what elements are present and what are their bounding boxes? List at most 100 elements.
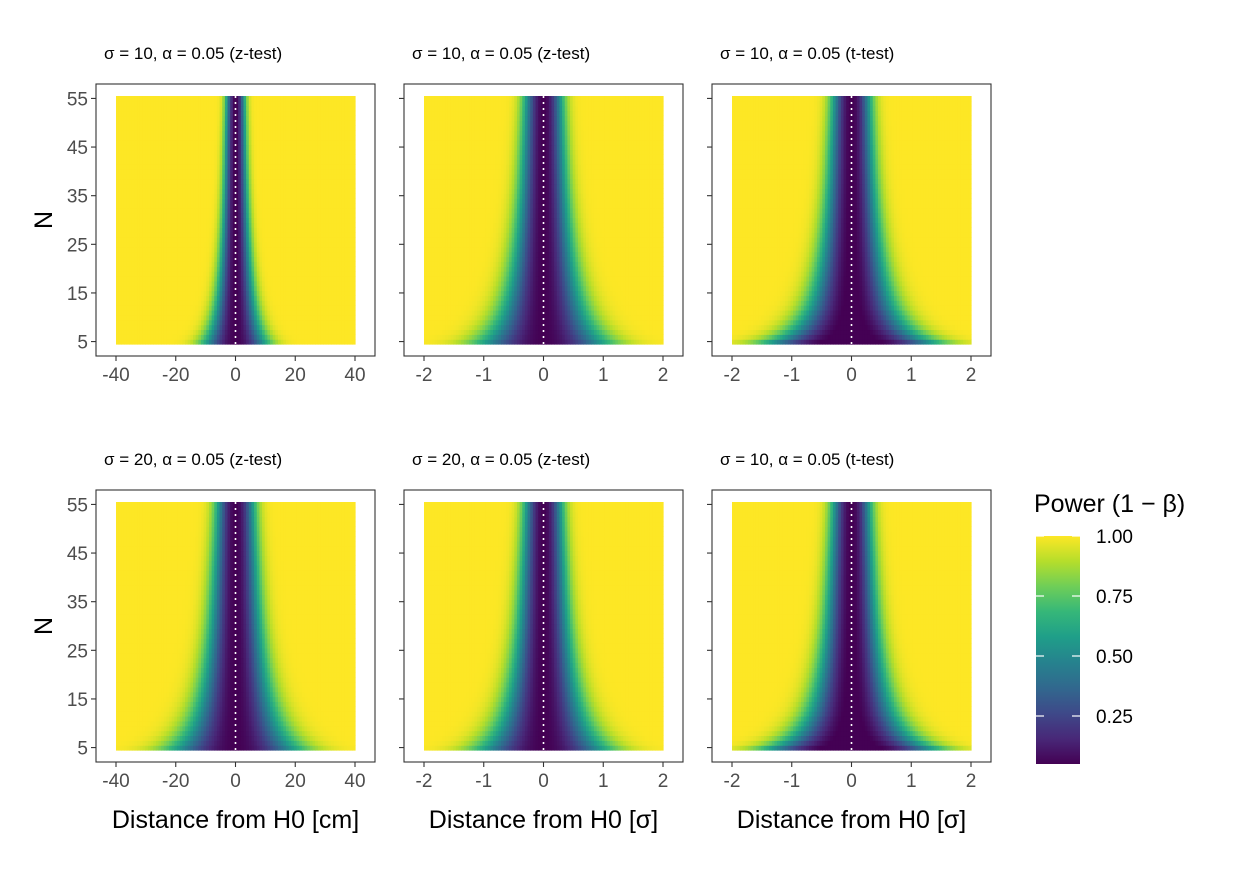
heatmap-cell <box>206 339 210 345</box>
heatmap-cell <box>155 319 160 326</box>
heatmap-cell <box>123 271 128 277</box>
heatmap-cell <box>341 309 345 316</box>
heatmap-cell <box>166 300 170 306</box>
heatmap-cell <box>208 334 213 340</box>
heatmap-cell <box>259 222 263 228</box>
heatmap-cell <box>262 232 266 238</box>
y-tick-label: 5 <box>77 333 88 354</box>
heatmap-cell <box>285 314 290 321</box>
heatmap-cell <box>309 251 314 258</box>
heatmap-cell <box>166 329 170 335</box>
heatmap-cell <box>320 290 324 296</box>
heatmap-cell <box>203 266 207 272</box>
heatmap-cell <box>238 300 242 306</box>
heatmap-cell <box>352 217 356 224</box>
heatmap-cell <box>155 324 160 331</box>
heatmap-cell <box>344 300 348 306</box>
heatmap-cell <box>139 300 144 306</box>
heatmap-cell <box>288 339 292 345</box>
heatmap-cell <box>193 212 197 219</box>
heatmap-cell <box>145 212 149 219</box>
heatmap-cell <box>317 217 322 224</box>
heatmap-cell <box>126 227 130 233</box>
heatmap-cell <box>139 295 144 301</box>
heatmap-cell <box>264 241 268 248</box>
heatmap-cell <box>121 222 125 228</box>
heatmap-cell <box>264 232 268 238</box>
heatmap-cell <box>206 251 210 258</box>
heatmap-cell <box>139 334 144 340</box>
heatmap-cell <box>296 334 300 340</box>
heatmap-cell <box>262 324 266 331</box>
heatmap-cell <box>190 280 194 287</box>
heatmap-cell <box>123 290 128 296</box>
heatmap-cell <box>211 251 215 258</box>
heatmap-cell <box>219 290 223 296</box>
heatmap-cell <box>129 285 133 292</box>
heatmap-cell <box>352 266 356 272</box>
heatmap-cell <box>211 275 215 282</box>
heatmap-cell <box>235 227 239 233</box>
heatmap-cell <box>208 241 213 248</box>
heatmap-cell <box>254 280 258 287</box>
heatmap-cell <box>240 280 245 287</box>
heatmap-cell <box>153 285 157 292</box>
heatmap-cell <box>299 227 303 233</box>
heatmap-cell <box>185 334 189 340</box>
heatmap-cell <box>352 188 356 194</box>
heatmap-cell <box>312 334 316 340</box>
heatmap-cell <box>309 290 314 296</box>
heatmap-cell <box>203 217 207 224</box>
heatmap-cell <box>304 222 308 228</box>
heatmap-cell <box>155 232 160 238</box>
heatmap-cell <box>262 217 266 224</box>
heatmap-cell <box>262 275 266 282</box>
heatmap-cell <box>328 309 332 316</box>
heatmap-cell <box>267 222 271 228</box>
heatmap-cell <box>352 134 356 141</box>
heatmap-cell <box>206 241 210 248</box>
heatmap-cell <box>344 305 348 311</box>
heatmap-cell <box>216 295 221 301</box>
heatmap-cell <box>336 305 340 311</box>
heatmap-cell <box>235 280 239 287</box>
heatmap-cell <box>200 261 205 267</box>
heatmap-cell <box>177 324 181 331</box>
heatmap-cell <box>232 266 237 272</box>
heatmap-cell <box>309 334 314 340</box>
heatmap-cell <box>277 334 282 340</box>
heatmap-cell <box>161 275 165 282</box>
heatmap-cell <box>187 319 191 326</box>
heatmap-cell <box>320 237 324 243</box>
heatmap-cell <box>280 319 284 326</box>
heatmap-cell <box>238 261 242 267</box>
heatmap-cell <box>193 309 197 316</box>
heatmap-cell <box>317 227 322 233</box>
heatmap-cell <box>341 271 345 277</box>
heatmap-cell <box>307 319 311 326</box>
heatmap-cell <box>155 222 160 228</box>
heatmap-cell <box>270 300 274 306</box>
heatmap-cell <box>328 266 332 272</box>
heatmap-cell <box>283 305 287 311</box>
heatmap-cell <box>163 237 168 243</box>
heatmap-cell <box>339 241 343 248</box>
heatmap-cell <box>169 227 173 233</box>
heatmap-cell <box>219 275 223 282</box>
heatmap-cell <box>126 251 130 258</box>
heatmap-cell <box>198 290 202 296</box>
heatmap-cell <box>304 241 308 248</box>
heatmap-cell <box>299 222 303 228</box>
heatmap-cell <box>150 212 154 219</box>
heatmap-cell <box>150 246 154 253</box>
heatmap-cell <box>190 314 194 321</box>
heatmap-cell <box>190 290 194 296</box>
heatmap-cell <box>137 290 141 296</box>
heatmap-cell <box>254 246 258 253</box>
heatmap-cell <box>169 324 173 331</box>
heatmap-cell <box>198 232 202 238</box>
heatmap-cell <box>214 227 218 233</box>
heatmap-cell <box>246 222 250 228</box>
heatmap-cell <box>331 324 335 331</box>
heatmap-cell <box>169 275 173 282</box>
